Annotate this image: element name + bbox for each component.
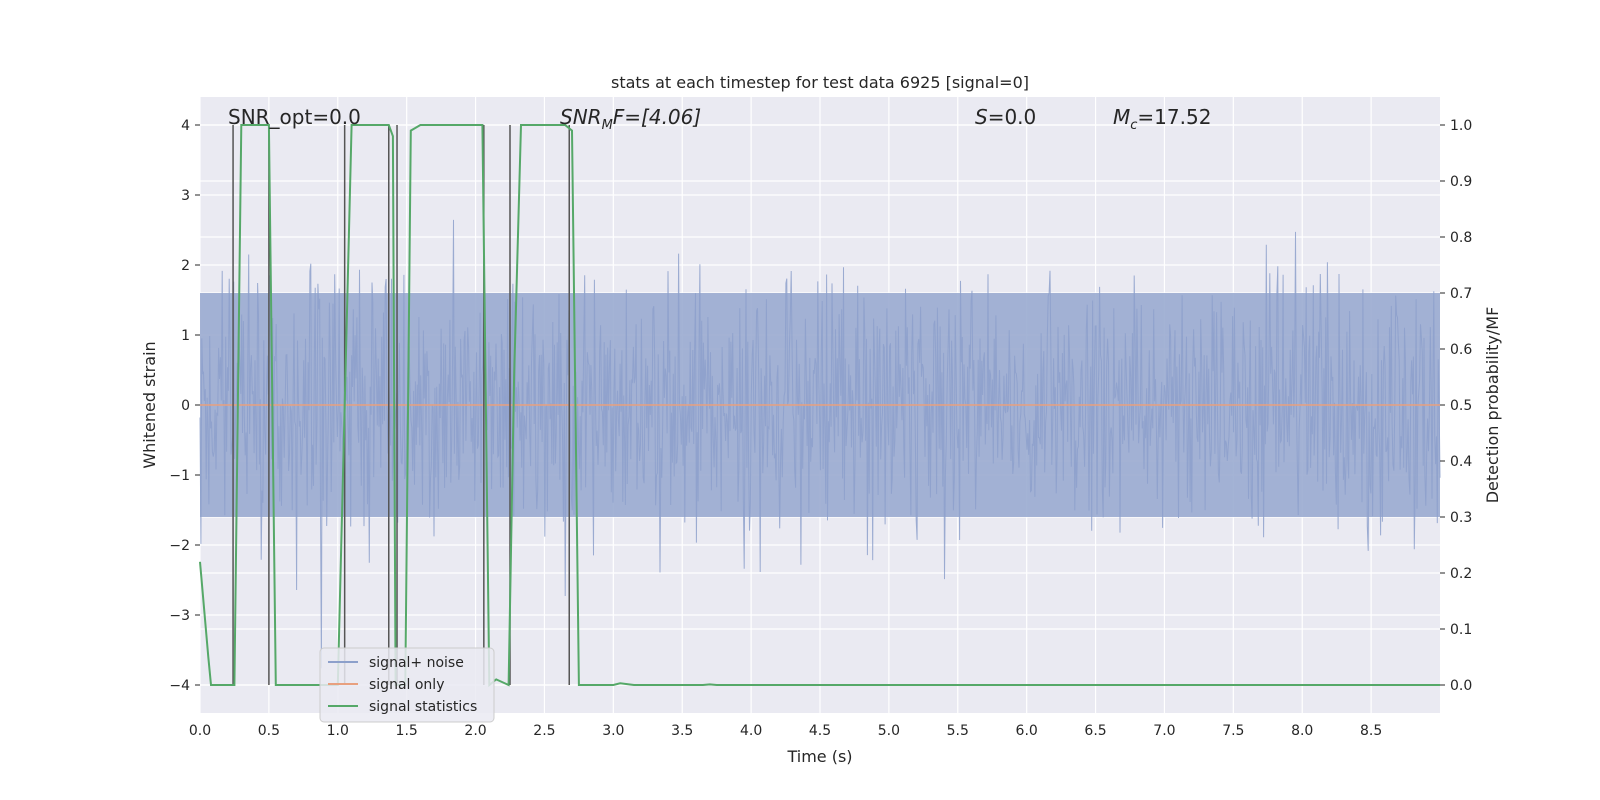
x-tick-label: 4.0 xyxy=(740,723,762,739)
x-tick-label: 6.5 xyxy=(1084,723,1106,739)
legend-label-signal-only: signal only xyxy=(369,677,444,693)
y-right-tick-label: 0.4 xyxy=(1450,454,1472,470)
y-axis-left-ticks: −4 −3 −2 −1 0 1 2 3 4 xyxy=(169,118,200,694)
y-left-tick-label: −2 xyxy=(169,538,190,554)
y-right-tick-label: 0.9 xyxy=(1450,174,1472,190)
legend-label-signal-statistics: signal statistics xyxy=(369,699,477,715)
legend-box xyxy=(319,647,495,723)
annotation-s-value: =0.0 xyxy=(988,105,1037,129)
y-right-tick-label: 0.0 xyxy=(1450,678,1472,694)
x-axis-ticks: 0.0 0.5 1.0 1.5 2.0 2.5 3.0 3.5 4.0 4.5 5.0 5.5 6.0 6… xyxy=(189,723,1382,739)
y-right-tick-label: 0.3 xyxy=(1450,510,1472,526)
y-right-tick-label: 0.8 xyxy=(1450,230,1472,246)
y-right-tick-label: 0.7 xyxy=(1450,286,1472,302)
x-tick-label: 8.0 xyxy=(1291,723,1313,739)
annotation-mc: Mc=17.52 xyxy=(1113,105,1211,133)
y-axis-right-label: Detection probability/MF xyxy=(1483,307,1502,504)
chart-title: stats at each timestep for test data 692… xyxy=(611,73,1029,92)
x-tick-label: 3.0 xyxy=(602,723,624,739)
y-left-tick-label: −3 xyxy=(169,608,190,624)
legend-label-signal-noise: signal+ noise xyxy=(369,655,464,671)
x-tick-label: 2.5 xyxy=(533,723,555,739)
y-right-tick-label: 0.1 xyxy=(1450,622,1472,638)
y-axis-left-label: Whitened strain xyxy=(140,341,159,468)
y-left-tick-label: 3 xyxy=(181,188,190,204)
x-tick-label: 1.5 xyxy=(396,723,418,739)
x-tick-label: 1.0 xyxy=(327,723,349,739)
x-tick-label: 5.5 xyxy=(947,723,969,739)
y-left-tick-label: 1 xyxy=(181,328,190,344)
x-tick-label: 5.0 xyxy=(878,723,900,739)
x-tick-label: 3.5 xyxy=(671,723,693,739)
annotation-snr-mf-main: SNR xyxy=(560,105,602,129)
y-left-tick-label: −1 xyxy=(169,468,190,484)
x-tick-label: 6.0 xyxy=(1016,723,1038,739)
y-right-tick-label: 0.2 xyxy=(1450,566,1472,582)
legend: signal+ noise signal only signal statist… xyxy=(319,647,495,723)
annotation-mc-main: M xyxy=(1113,105,1130,129)
annotation-snr-mf-rest: F=[4.06] xyxy=(613,105,701,129)
x-tick-label: 7.5 xyxy=(1222,723,1244,739)
annotation-snr-mf: SNRMF=[4.06] xyxy=(560,105,701,133)
x-tick-label: 8.5 xyxy=(1360,723,1382,739)
signal-statistics-line xyxy=(199,124,1440,688)
annotation-snr-mf-sub: M xyxy=(602,118,613,133)
x-tick-label: 7.0 xyxy=(1153,723,1175,739)
annotation-snr-opt: SNR_opt=0.0 xyxy=(228,105,361,129)
x-axis-label: Time (s) xyxy=(786,747,852,766)
x-tick-label: 0.5 xyxy=(258,723,280,739)
vertical-markers xyxy=(232,125,570,685)
x-tick-label: 4.5 xyxy=(809,723,831,739)
plot-area xyxy=(199,97,1441,713)
noise-line xyxy=(199,219,1441,669)
x-tick-label: 2.0 xyxy=(464,723,486,739)
annotation-s: S=0.0 xyxy=(975,105,1036,129)
series-signal-statistics xyxy=(199,124,1440,688)
y-left-tick-label: 2 xyxy=(181,258,190,274)
y-right-tick-label: 1.0 xyxy=(1450,118,1472,134)
y-left-tick-label: 4 xyxy=(181,118,190,134)
annotation-mc-value: =17.52 xyxy=(1137,105,1211,129)
annotation-s-label: S xyxy=(975,105,988,129)
y-right-tick-label: 0.6 xyxy=(1450,342,1472,358)
annotation-mc-sub: c xyxy=(1130,118,1137,133)
y-left-tick-label: 0 xyxy=(181,398,190,414)
y-left-tick-label: −4 xyxy=(169,678,190,694)
x-tick-label: 0.0 xyxy=(189,723,211,739)
y-axis-right-ticks: 0.0 0.1 0.2 0.3 0.4 0.5 0.6 0.7 0.8 0.9 1.0 xyxy=(1440,118,1472,694)
y-right-tick-label: 0.5 xyxy=(1450,398,1472,414)
